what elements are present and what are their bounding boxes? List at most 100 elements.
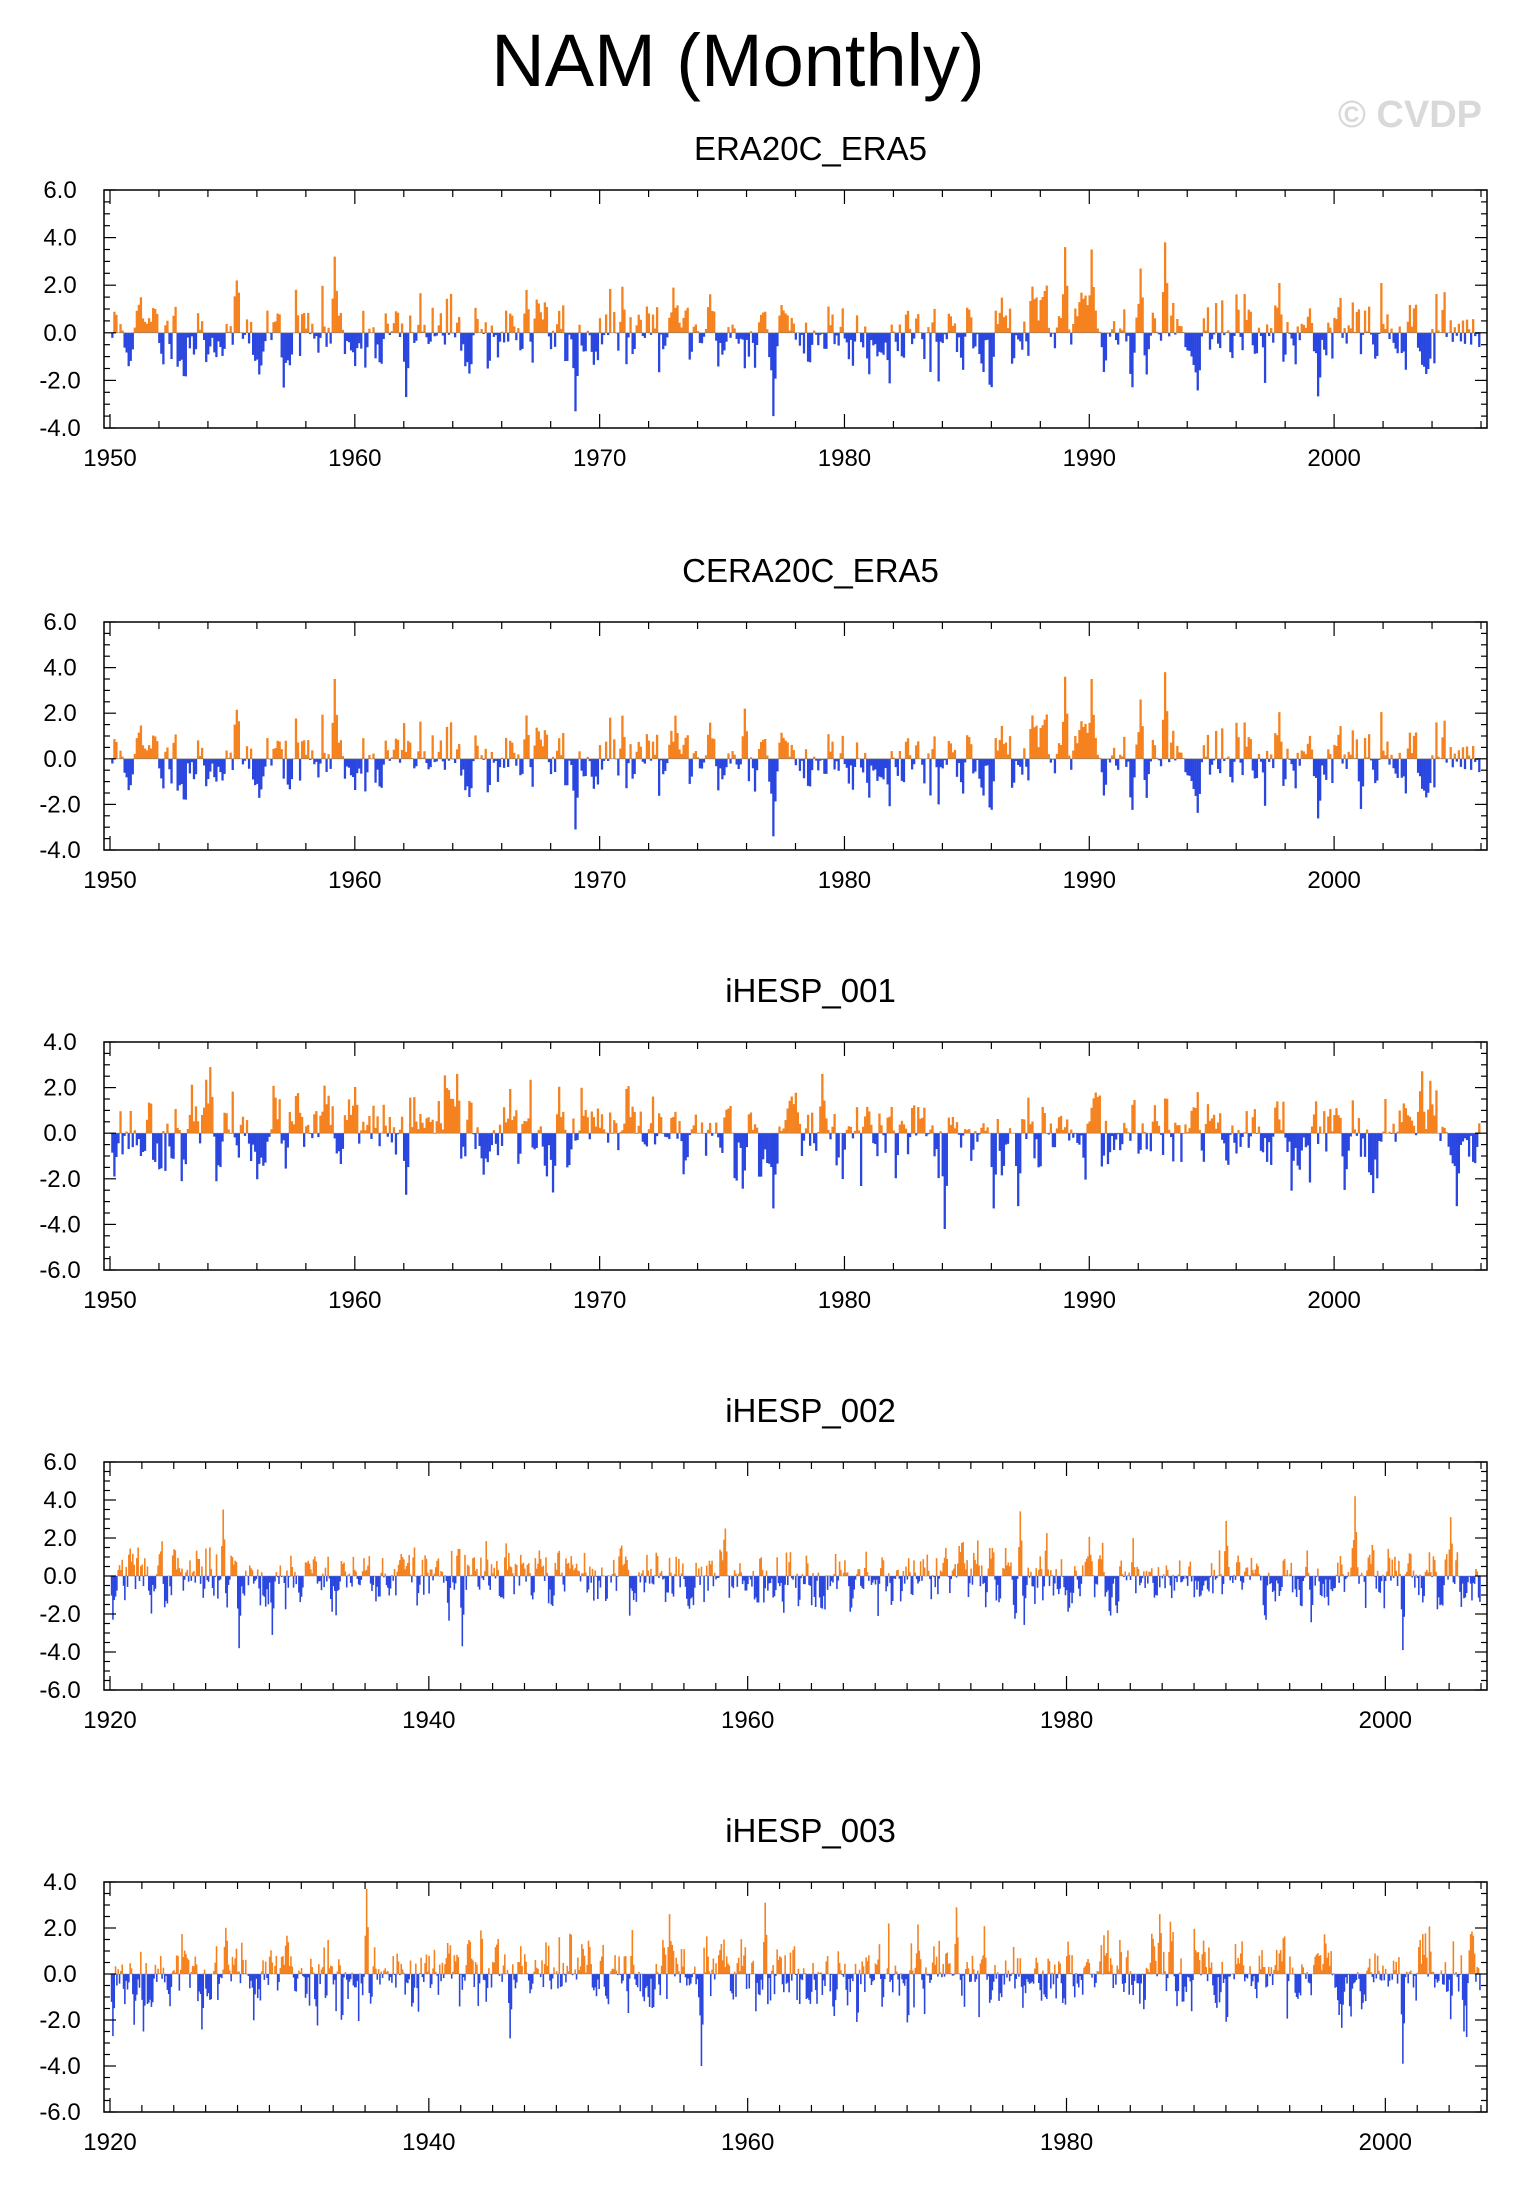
bar <box>1031 1576 1034 1587</box>
bar <box>1093 1974 1096 1988</box>
bar <box>145 1119 149 1134</box>
bar <box>373 1947 376 1974</box>
bar <box>226 1576 228 1608</box>
bar <box>1380 1133 1383 1142</box>
bar <box>1053 758 1057 774</box>
bar <box>1068 1133 1071 1141</box>
bar <box>521 1564 523 1576</box>
bar <box>1117 1576 1120 1602</box>
bar <box>1282 332 1285 362</box>
bar <box>1081 1565 1084 1576</box>
bar <box>598 318 602 333</box>
bar <box>786 315 789 333</box>
bar <box>1374 1953 1376 1974</box>
bar <box>979 1576 982 1587</box>
bar <box>783 1576 785 1613</box>
bar <box>1141 297 1144 333</box>
bar <box>533 1133 536 1150</box>
bar <box>1128 1974 1130 1995</box>
bar <box>736 1576 739 1587</box>
bar <box>953 323 957 333</box>
bar <box>190 758 194 763</box>
bar <box>395 1974 397 1988</box>
bar <box>1239 332 1242 337</box>
bar <box>1008 1128 1012 1134</box>
bar <box>994 1576 996 1580</box>
bar <box>594 1126 598 1134</box>
bar <box>798 758 802 771</box>
bar <box>1032 1974 1035 1984</box>
bar <box>696 757 700 759</box>
bar <box>1155 1121 1159 1134</box>
bar <box>271 1962 274 1974</box>
bar <box>784 1576 786 1585</box>
bar <box>417 751 420 759</box>
bar <box>274 1966 276 1974</box>
bar <box>229 1576 231 1580</box>
bar <box>885 1576 887 1592</box>
bar <box>833 758 836 770</box>
bar <box>1354 1974 1356 1983</box>
bar <box>256 758 259 784</box>
bar <box>152 308 155 333</box>
bar <box>526 1564 529 1576</box>
bar <box>377 1576 380 1597</box>
bar <box>815 758 818 761</box>
bar <box>866 1572 869 1576</box>
bar <box>888 758 891 807</box>
bar <box>1095 1576 1097 1584</box>
bar <box>666 1974 668 1999</box>
bar <box>396 1133 400 1135</box>
bar <box>1404 1974 1407 1978</box>
bar <box>427 758 430 770</box>
bar <box>1255 1563 1258 1576</box>
bar <box>658 1974 660 1985</box>
bar <box>772 758 775 837</box>
bar <box>1168 1129 1171 1134</box>
bar <box>1334 1576 1336 1588</box>
bar <box>1192 1107 1195 1134</box>
bar <box>554 1562 557 1576</box>
bar <box>464 1133 467 1157</box>
bar <box>1310 1576 1312 1623</box>
bar <box>711 1133 714 1136</box>
bar <box>1343 1974 1346 1992</box>
bar <box>1255 1974 1258 1999</box>
bar <box>583 1552 586 1576</box>
bar <box>1288 332 1291 334</box>
bar <box>511 1120 514 1134</box>
y-tick-label: -2.0 <box>39 1601 80 1628</box>
bar <box>529 758 532 768</box>
bar <box>384 740 387 759</box>
bar <box>1190 1110 1193 1134</box>
bar <box>1423 332 1426 367</box>
bar <box>593 1974 595 1991</box>
bar <box>1087 1556 1089 1576</box>
bar <box>1100 1559 1103 1576</box>
bar <box>1196 758 1199 813</box>
bar <box>598 1127 602 1134</box>
bar <box>1347 1571 1350 1576</box>
bar <box>496 1560 498 1576</box>
bar <box>1198 1960 1201 1974</box>
bar <box>189 1974 191 1988</box>
bar <box>1174 758 1177 761</box>
bar <box>1127 1575 1129 1576</box>
bar <box>1249 1133 1252 1137</box>
bar <box>1315 1954 1318 1974</box>
bar <box>1015 1576 1018 1614</box>
bar <box>1182 758 1185 759</box>
bar <box>480 1557 482 1576</box>
bar <box>429 1122 432 1134</box>
bar <box>1164 1971 1166 1974</box>
bar <box>1151 1933 1153 1974</box>
bar <box>329 1124 332 1134</box>
bar <box>1406 1571 1408 1576</box>
bar <box>331 1576 333 1612</box>
bar <box>1291 1967 1294 1974</box>
bar <box>211 332 214 338</box>
bar <box>996 324 999 333</box>
bar <box>798 332 802 346</box>
bar <box>1251 1569 1254 1576</box>
bar <box>1460 1955 1463 1974</box>
